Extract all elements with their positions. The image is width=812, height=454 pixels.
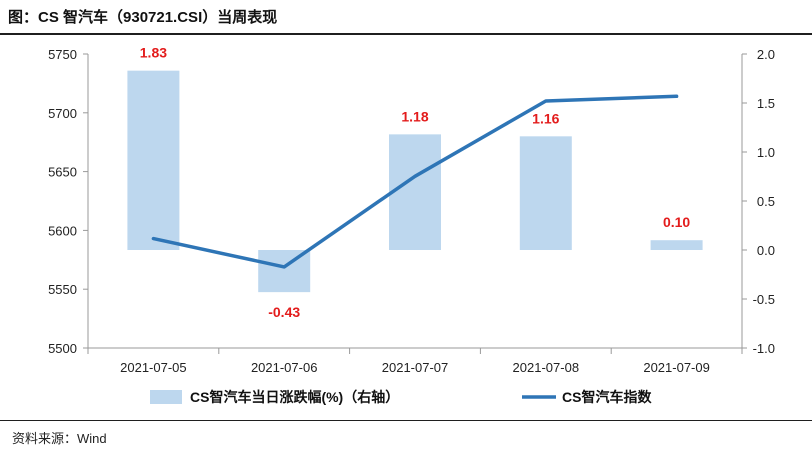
left-tick-label: 5500 — [48, 341, 77, 356]
line-series — [151, 94, 679, 269]
x-tick-label: 2021-07-09 — [643, 360, 710, 375]
bar — [258, 250, 311, 293]
source-note: 资料来源：Wind — [12, 431, 107, 446]
right-tick-label: 0.5 — [757, 194, 775, 209]
bar — [519, 136, 572, 250]
legend-line-label: CS智汽车指数 — [562, 389, 652, 405]
left-tick-label: 5700 — [48, 106, 77, 121]
bar-value-label: -0.43 — [268, 304, 300, 320]
x-tick-label: 2021-07-08 — [513, 360, 580, 375]
bar-value-label: 1.16 — [532, 110, 559, 126]
legend-bar-swatch — [150, 390, 182, 404]
x-tick-label: 2021-07-05 — [120, 360, 187, 375]
title-divider — [0, 33, 812, 35]
right-tick-label: -0.5 — [753, 292, 775, 307]
left-tick-label: 5600 — [48, 223, 77, 238]
source-divider — [0, 420, 812, 421]
data-labels: 1.83 -0.43 1.18 1.16 0.10 — [140, 45, 691, 320]
title-bar: 图：CS 智汽车（930721.CSI）当周表现 — [0, 0, 812, 32]
right-tick-label: 1.0 — [757, 145, 775, 160]
left-tick-label: 5650 — [48, 165, 77, 180]
bar — [650, 240, 703, 250]
bar — [127, 70, 180, 250]
bar-value-label: 1.18 — [401, 108, 428, 124]
left-tick-label: 5550 — [48, 282, 77, 297]
legend-bar-label: CS智汽车当日涨跌幅(%)（右轴） — [190, 389, 399, 405]
right-tick-label: 0.0 — [757, 243, 775, 258]
left-tick-label: 5750 — [48, 47, 77, 62]
axes: 5750 5700 5650 5600 5550 5500 2.0 1.5 1.0 0.5 0.0 -… — [48, 47, 775, 375]
bar-series — [127, 70, 703, 293]
chart-title: 图：CS 智汽车（930721.CSI）当周表现 — [8, 9, 278, 26]
right-tick-label: 2.0 — [757, 47, 775, 62]
bar — [389, 134, 441, 250]
chart: 5750 5700 5650 5600 5550 5500 2.0 1.5 1.0 0.5 0.0 -… — [48, 45, 775, 405]
legend: CS智汽车当日涨跌幅(%)（右轴） CS智汽车指数 — [150, 389, 652, 405]
right-tick-label: -1.0 — [753, 341, 775, 356]
x-tick-label: 2021-07-07 — [382, 360, 449, 375]
x-tick-label: 2021-07-06 — [251, 360, 318, 375]
bar-value-label: 1.83 — [140, 45, 167, 61]
right-tick-label: 1.5 — [757, 96, 775, 111]
bar-value-label: 0.10 — [663, 214, 690, 230]
